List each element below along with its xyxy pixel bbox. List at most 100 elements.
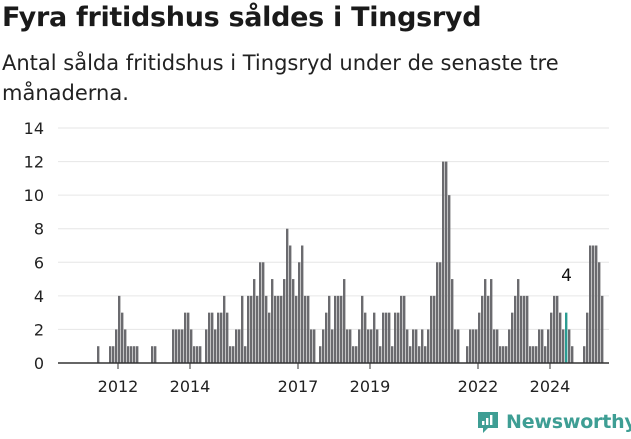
bar: [451, 279, 454, 363]
bar: [265, 295, 268, 363]
bar: [193, 346, 196, 363]
bar: [556, 295, 559, 363]
bar: [352, 346, 355, 363]
bar: [271, 279, 274, 363]
bar: [415, 329, 418, 363]
bar: [331, 329, 334, 363]
bar: [229, 346, 232, 363]
brand-name: Newsworthy: [506, 411, 631, 433]
bar: [151, 346, 154, 363]
x-axis-labels: 2012 2014 2017 2019 2022 2024: [98, 363, 570, 396]
bar: [457, 329, 460, 363]
bar: [286, 228, 289, 363]
bar: [481, 295, 484, 363]
bar: [280, 295, 283, 363]
bar: [550, 312, 553, 363]
y-tick-label: 14: [24, 119, 44, 138]
bar: [382, 312, 385, 363]
bar-highlight: [565, 312, 568, 363]
bar: [292, 279, 295, 363]
bar: [427, 329, 430, 363]
bar: [136, 346, 139, 363]
bar: [334, 295, 337, 363]
bar: [571, 346, 574, 363]
bar: [379, 346, 382, 363]
bar: [328, 295, 331, 363]
x-tick-label: 2017: [278, 377, 319, 396]
bar: [478, 312, 481, 363]
bar: [376, 329, 379, 363]
y-tick-label: 2: [34, 320, 44, 339]
bar: [529, 346, 532, 363]
bar: [394, 312, 397, 363]
x-tick-label: 2012: [98, 377, 139, 396]
bar: [295, 295, 298, 363]
bar: [499, 346, 502, 363]
bar: [121, 312, 124, 363]
bar: [247, 295, 250, 363]
bar: [487, 295, 490, 363]
y-tick-label: 12: [24, 153, 44, 172]
bar: [508, 329, 511, 363]
bar: [421, 329, 424, 363]
bar: [559, 312, 562, 363]
bar: [322, 329, 325, 363]
x-tick-label: 2022: [458, 377, 499, 396]
bars: [97, 161, 604, 363]
bar: [289, 245, 292, 363]
bar: [520, 295, 523, 363]
bar: [175, 329, 178, 363]
bar: [181, 329, 184, 363]
bar: [253, 279, 256, 363]
bar: [400, 295, 403, 363]
bar: [244, 346, 247, 363]
bar: [466, 346, 469, 363]
bar: [208, 312, 211, 363]
bar: [301, 245, 304, 363]
bar: [595, 245, 598, 363]
bar: [517, 279, 520, 363]
y-tick-label: 4: [34, 287, 44, 306]
y-tick-label: 0: [34, 354, 44, 373]
bar: [298, 262, 301, 363]
bar: [319, 346, 322, 363]
bar: [268, 312, 271, 363]
chart-subtitle: Antal sålda fritidshus i Tingsryd under …: [2, 51, 559, 105]
bar: [310, 329, 313, 363]
bar: [586, 312, 589, 363]
bar: [391, 346, 394, 363]
bar: [262, 262, 265, 363]
bar: [538, 329, 541, 363]
x-tick-label: 2019: [350, 377, 391, 396]
bar: [130, 346, 133, 363]
bar: [277, 295, 280, 363]
bar: [232, 346, 235, 363]
bar: [514, 295, 517, 363]
bar: [187, 312, 190, 363]
bar: [601, 295, 604, 363]
bar: [418, 346, 421, 363]
bar: [349, 329, 352, 363]
bar: [493, 329, 496, 363]
chart-title: Fyra fritidshus såldes i Tingsryd: [2, 2, 482, 33]
bar: [307, 295, 310, 363]
bar: [211, 312, 214, 363]
y-axis-labels: 0 2 4 6 8 10 12 14: [24, 119, 44, 373]
bar: [199, 346, 202, 363]
bar: [409, 346, 412, 363]
bar: [115, 329, 118, 363]
newsworthy-logo-icon: [478, 412, 498, 433]
bar: [496, 329, 499, 363]
bar: [112, 346, 115, 363]
bar: [454, 329, 457, 363]
bar: [361, 295, 364, 363]
bar: [109, 346, 112, 363]
bar: [325, 312, 328, 363]
bar: [184, 312, 187, 363]
highlight-value-label: 4: [561, 266, 572, 286]
bar: [217, 312, 220, 363]
brand-logo[interactable]: Newsworthy: [476, 407, 631, 437]
bar: [337, 295, 340, 363]
bar: [424, 346, 427, 363]
bar: [172, 329, 175, 363]
